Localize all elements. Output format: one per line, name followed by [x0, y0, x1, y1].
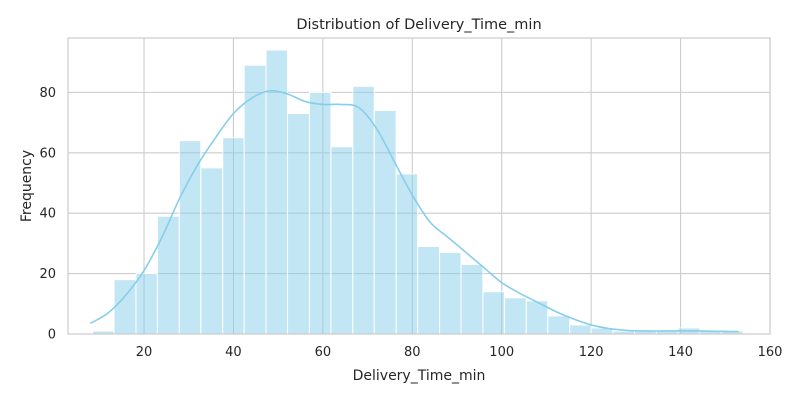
histogram-bar — [503, 297, 527, 335]
histogram-bar — [439, 251, 462, 335]
kde-curve — [89, 89, 739, 333]
y-tick-label: 60 — [39, 146, 56, 161]
histogram-bar — [352, 85, 375, 335]
x-tick-label: 120 — [579, 345, 604, 360]
histogram-bar — [482, 291, 505, 335]
chart-title: Distribution of Delivery_Time_min — [296, 17, 541, 33]
histogram-bars — [92, 49, 744, 335]
histogram-bar — [200, 167, 224, 335]
histogram-bar — [222, 137, 245, 335]
y-tick-label: 40 — [39, 207, 56, 222]
x-tick-label: 100 — [489, 345, 514, 360]
x-tick-label: 60 — [315, 345, 332, 360]
histogram-bar — [135, 273, 158, 335]
y-tick-label: 20 — [39, 267, 56, 282]
y-tick-label: 0 — [48, 328, 56, 343]
histogram-bar — [547, 315, 571, 335]
histogram-bar — [330, 146, 354, 335]
x-tick-label: 40 — [225, 345, 242, 360]
histogram-bar — [308, 91, 332, 335]
x-axis-label: Delivery_Time_min — [353, 368, 486, 384]
histogram-bar — [287, 113, 310, 335]
y-axis-label: Frequency — [19, 150, 35, 222]
histogram-bar — [178, 140, 202, 335]
histogram-bar — [460, 264, 484, 335]
histogram-bar — [243, 64, 267, 335]
y-tick-labels: 0 20 40 60 80 — [39, 86, 56, 343]
x-tick-labels: 20 40 60 80 100 120 140 160 — [136, 345, 783, 360]
x-tick-label: 20 — [136, 345, 153, 360]
histogram-bar — [569, 324, 592, 335]
x-tick-label: 160 — [758, 345, 783, 360]
plot-frame — [67, 37, 771, 335]
x-tick-label: 140 — [668, 345, 693, 360]
histogram-bar — [417, 245, 441, 335]
histogram-bar — [156, 215, 180, 335]
x-tick-label: 80 — [404, 345, 421, 360]
y-tick-label: 80 — [39, 86, 56, 101]
